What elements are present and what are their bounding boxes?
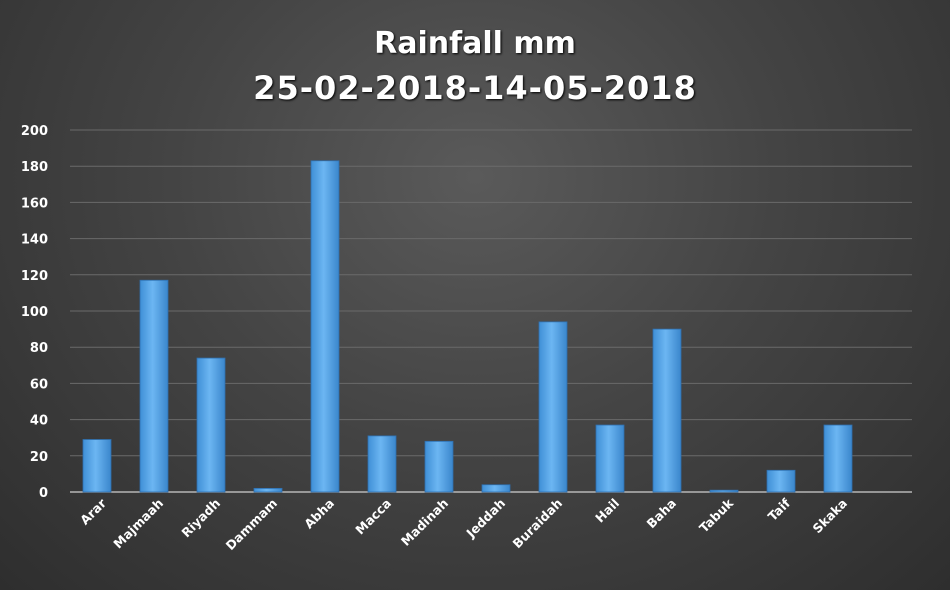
chart-subtitle: 25-02-2018-14-05-2018 xyxy=(253,69,697,107)
x-tick-label: Abha xyxy=(301,496,337,532)
bar-buraidah xyxy=(538,321,568,493)
bar-hail xyxy=(595,424,625,493)
y-tick-label: 40 xyxy=(30,414,48,429)
bars xyxy=(82,160,853,493)
chart-title: Rainfall mm xyxy=(374,26,576,61)
bar-tabuk xyxy=(709,489,739,493)
y-tick-label: 160 xyxy=(21,196,48,211)
bar-riyadh xyxy=(196,357,226,493)
y-tick-label: 0 xyxy=(39,486,48,501)
y-tick-label: 180 xyxy=(21,160,48,175)
x-tick-label: Macca xyxy=(352,496,394,538)
x-tick-label: Madinah xyxy=(398,496,451,549)
y-tick-label: 200 xyxy=(21,124,48,139)
bar-macca xyxy=(367,435,397,493)
x-tick-label: Skaka xyxy=(809,496,850,537)
x-tick-label: Baha xyxy=(644,496,680,532)
y-tick-label: 120 xyxy=(21,269,48,284)
gridlines xyxy=(70,129,912,493)
bar-arar xyxy=(82,439,112,493)
bar-skaka xyxy=(823,424,853,493)
x-tick-label: Tabuk xyxy=(696,495,736,535)
y-tick-label: 60 xyxy=(30,377,48,392)
x-tick-label: Hail xyxy=(592,496,622,526)
bar-dammam xyxy=(253,487,283,493)
y-axis-ticks: 0 20 40 60 80 100 120 140 160 180 200 xyxy=(21,124,48,501)
bar-madinah xyxy=(424,440,454,493)
bar-taif xyxy=(766,469,796,493)
bar-majmaah xyxy=(139,279,169,493)
y-tick-label: 100 xyxy=(21,305,48,320)
x-tick-label: Arar xyxy=(77,495,110,528)
y-tick-label: 80 xyxy=(30,341,48,356)
y-tick-label: 20 xyxy=(30,450,48,465)
x-tick-label: Taif xyxy=(765,495,794,524)
bar-jeddah xyxy=(481,484,511,493)
y-tick-label: 140 xyxy=(21,233,48,248)
x-tick-label: Dammam xyxy=(223,496,281,554)
chart-title-block: Rainfall mm 25-02-2018-14-05-2018 xyxy=(0,22,950,110)
x-tick-label: Riyadh xyxy=(178,496,223,541)
bar-baha xyxy=(652,328,682,493)
x-axis-ticks: Arar Majmaah Riyadh Dammam Abha Macca Madinah J… xyxy=(77,495,850,553)
x-tick-label: Majmaah xyxy=(110,496,166,552)
bar-abha xyxy=(310,160,340,493)
x-tick-label: Buraidah xyxy=(510,496,566,552)
x-tick-label: Jeddah xyxy=(463,496,509,542)
